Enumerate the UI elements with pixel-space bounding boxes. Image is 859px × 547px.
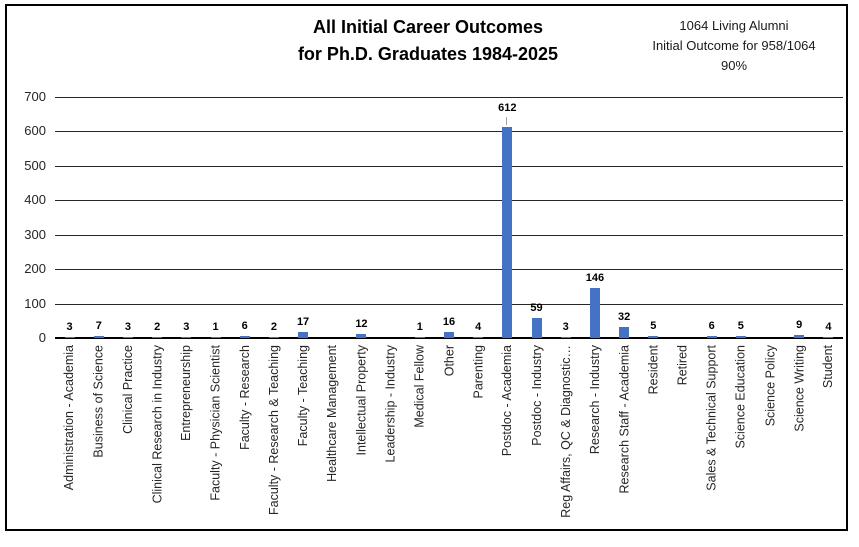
- x-axis-label: Postdoc - Industry: [529, 345, 544, 446]
- x-axis-label: Healthcare Management: [325, 345, 340, 482]
- bar-value-label: 59: [530, 301, 543, 314]
- x-axis-label: Business of Science: [91, 345, 106, 458]
- x-axis-label: Leadership - Industry: [383, 345, 398, 463]
- bar-value-label: 12: [355, 317, 368, 330]
- bar-value-label: 6: [708, 319, 715, 332]
- x-axis-label: Parenting: [471, 345, 486, 399]
- bar-value-label: 2: [154, 321, 161, 334]
- chart-title-line2: for Ph.D. Graduates 1984-2025: [297, 44, 559, 64]
- bar: [589, 287, 600, 338]
- bar-value-label: 5: [650, 320, 657, 333]
- x-axis-label: Retired: [675, 345, 690, 386]
- bar-value-label: 3: [562, 320, 569, 333]
- y-axis-tick-label: 0: [38, 330, 46, 345]
- bar-value-label: 4: [475, 320, 482, 333]
- bar: [531, 317, 542, 338]
- x-axis-label: Medical Fellow: [412, 345, 427, 428]
- bar-value-label: 1: [212, 321, 219, 334]
- bar-value-label: 3: [66, 320, 73, 333]
- chart-frame: [5, 4, 848, 531]
- bar: [706, 335, 717, 338]
- bar-value-label: 17: [296, 316, 310, 329]
- bar: [122, 336, 133, 338]
- gridline: [55, 235, 843, 236]
- x-axis-line: [55, 337, 843, 339]
- gridline: [55, 200, 843, 201]
- x-axis-label: Research - Industry: [587, 345, 602, 455]
- bar: [93, 335, 104, 338]
- x-axis-label: Science Education: [733, 345, 748, 449]
- y-axis-tick-label: 200: [24, 261, 46, 277]
- x-axis-label: Science Policy: [763, 345, 778, 427]
- bar: [473, 336, 484, 338]
- bar: [210, 337, 221, 338]
- bar: [648, 336, 659, 338]
- annotation-line1: 1064 Living Alumni: [679, 18, 789, 33]
- label-leader-line: [506, 117, 508, 126]
- bar-value-label: 9: [796, 318, 803, 331]
- x-axis-label: Student: [821, 345, 836, 389]
- bar: [502, 127, 513, 338]
- x-axis-label: Faculty - Physician Scientist: [208, 345, 223, 501]
- bar: [735, 336, 746, 338]
- bar-value-label: 3: [183, 320, 190, 333]
- gridline: [55, 269, 843, 270]
- y-axis-tick-label: 600: [24, 123, 46, 139]
- annotation-line3: 90%: [720, 58, 748, 73]
- bar: [444, 332, 454, 338]
- y-axis-tick-label: 400: [24, 192, 46, 208]
- annotation-line2: Initial Outcome for 958/1064: [652, 38, 816, 53]
- bar-value-label: 4: [825, 320, 832, 333]
- x-axis-label: Intellectual Property: [354, 345, 369, 456]
- x-axis-label: Faculty - Research: [237, 345, 252, 450]
- bar: [356, 333, 367, 338]
- bar: [239, 335, 250, 338]
- annotation: 1064 Living Alumni Initial Outcome for 9…: [620, 16, 848, 76]
- bar-value-label: 2: [270, 321, 277, 334]
- bar-value-label: 3: [124, 320, 132, 333]
- chart-title: All Initial Career Outcomes for Ph.D. Gr…: [128, 14, 728, 68]
- bar-value-label: 6: [241, 319, 248, 332]
- x-axis-label: Sales & Technical Support: [704, 345, 719, 491]
- y-axis-tick-label: 300: [24, 226, 46, 242]
- y-axis-tick-label: 100: [24, 295, 46, 311]
- bar-value-label: 16: [442, 316, 456, 329]
- x-axis-label: Reg Affairs, QC & Diagnostic…: [558, 345, 573, 518]
- y-axis-tick-label: 500: [24, 157, 46, 173]
- bar: [152, 337, 163, 338]
- bar: [64, 336, 75, 338]
- gridline: [55, 166, 843, 167]
- bar: [560, 336, 571, 338]
- bar-value-label: 32: [617, 310, 631, 323]
- bar-value-label: 5: [737, 320, 744, 333]
- x-axis-label: Science Writing: [792, 345, 807, 432]
- gridline: [55, 97, 843, 98]
- gridline: [55, 304, 843, 305]
- bar: [619, 326, 630, 338]
- x-axis-label: Resident: [646, 345, 661, 395]
- bar: [794, 334, 805, 338]
- bar: [268, 337, 279, 338]
- bar-value-label: 146: [585, 271, 605, 284]
- x-axis-label: Research Staff - Academia: [617, 345, 632, 494]
- bar-value-label: 7: [95, 319, 102, 332]
- bar-value-label: 1: [416, 321, 423, 334]
- bar: [181, 336, 192, 338]
- x-axis-label: Faculty - Research & Teaching: [266, 345, 281, 515]
- bar: [414, 337, 425, 338]
- x-axis-label: Clinical Practice: [120, 345, 135, 434]
- bar: [823, 336, 834, 338]
- x-axis-label: Faculty - Teaching: [296, 345, 311, 447]
- y-axis-tick-label: 700: [24, 89, 46, 104]
- bar: [298, 332, 309, 338]
- gridline: [55, 131, 843, 132]
- x-axis-label: Clinical Research in Industry: [150, 345, 165, 504]
- x-axis-label: Entrepreneurship: [179, 345, 194, 441]
- bar-value-label: 612: [498, 102, 517, 115]
- x-axis-label: Administration - Academia: [62, 345, 77, 491]
- x-axis-label: Postdoc - Academia: [500, 345, 515, 457]
- chart-title-line1: All Initial Career Outcomes: [312, 17, 544, 37]
- x-axis-label: Other: [442, 345, 456, 377]
